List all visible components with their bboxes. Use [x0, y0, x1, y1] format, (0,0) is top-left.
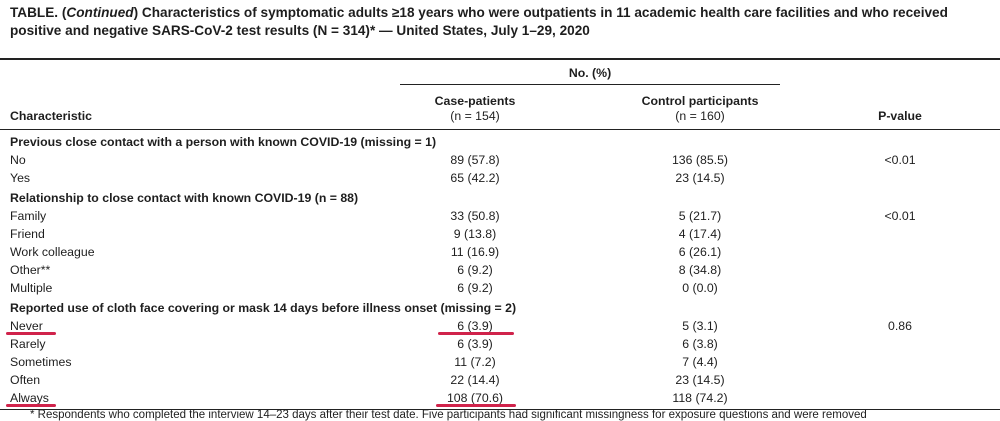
table-row: No 89 (57.8) 136 (85.5) <0.01: [0, 153, 1000, 171]
highlight-underline-always-label: [6, 404, 56, 407]
row-label: Multiple: [10, 281, 53, 295]
characteristic-header: Characteristic: [10, 109, 93, 123]
table-row: Rarely 6 (3.9) 6 (3.8): [0, 337, 1000, 355]
control-value: 23 (14.5): [675, 171, 725, 185]
header-rule: [0, 129, 1000, 130]
control-value: 23 (14.5): [675, 373, 725, 387]
table-row: Family 33 (50.8) 5 (21.7) <0.01: [0, 209, 1000, 227]
section-title: Previous close contact with a person wit…: [10, 135, 437, 149]
control-header: Control participants (n = 160): [641, 94, 759, 123]
highlight-underline-always-value: [436, 404, 516, 407]
table-title: TABLE. (Continued) Characteristics of sy…: [10, 5, 948, 38]
row-label: Work colleague: [10, 245, 95, 259]
pvalue-header: P-value: [878, 109, 922, 123]
section-title: Relationship to close contact with known…: [10, 191, 359, 205]
case-value: 11 (16.9): [450, 245, 500, 259]
table-row: Friend 9 (13.8) 4 (17.4): [0, 227, 1000, 245]
control-value: 7 (4.4): [682, 355, 718, 369]
table-row: Never 6 (3.9) 5 (3.1) 0.86: [0, 319, 1000, 337]
row-label: Often: [10, 373, 41, 387]
control-value: 5 (21.7): [678, 209, 722, 223]
table-row: Other** 6 (9.2) 8 (34.8): [0, 263, 1000, 281]
control-value: 136 (85.5): [671, 153, 729, 167]
control-value: 4 (17.4): [678, 227, 722, 241]
control-value: 6 (3.8): [682, 337, 718, 351]
case-header: Case-patients (n = 154): [434, 94, 516, 123]
table-row: Multiple 6 (9.2) 0 (0.0): [0, 281, 1000, 299]
row-label: Sometimes: [10, 355, 72, 369]
top-rule: [0, 58, 1000, 60]
p-value: 0.86: [888, 319, 912, 333]
case-value: 108 (70.6): [446, 391, 504, 405]
bottom-rule: [0, 409, 1000, 410]
row-label: Other**: [10, 263, 51, 277]
row-label: Yes: [10, 171, 31, 185]
table-row: Often 22 (14.4) 23 (14.5): [0, 373, 1000, 391]
footnote: * Respondents who completed the intervie…: [30, 409, 867, 421]
case-value: 11 (7.2): [454, 355, 496, 369]
control-value: 8 (34.8): [678, 263, 722, 277]
table-row: Yes 65 (42.2) 23 (14.5): [0, 171, 1000, 189]
case-value: 6 (9.2): [457, 263, 493, 277]
case-value: 6 (3.9): [457, 319, 493, 333]
control-value: 118 (74.2): [672, 391, 728, 405]
row-label: Always: [10, 391, 49, 405]
case-value: 33 (50.8): [450, 209, 500, 223]
section-title: Reported use of cloth face covering or m…: [10, 301, 517, 315]
no-pct-header: No. (%): [568, 66, 612, 80]
control-value: 5 (3.1): [682, 319, 718, 333]
table-row: Always 108 (70.6) 118 (74.2): [0, 391, 1000, 409]
row-label: Friend: [10, 227, 45, 241]
no-pct-rule: [400, 84, 780, 85]
row-label: Family: [10, 209, 47, 223]
case-value: 9 (13.8): [453, 227, 497, 241]
case-value: 65 (42.2): [450, 171, 500, 185]
case-value: 6 (9.2): [457, 281, 493, 295]
control-value: 6 (26.1): [678, 245, 722, 259]
case-value: 89 (57.8): [450, 153, 500, 167]
highlight-underline-never-label: [6, 332, 56, 335]
control-value: 0 (0.0): [682, 281, 718, 295]
p-value: <0.01: [884, 153, 916, 167]
table-row: Work colleague 11 (16.9) 6 (26.1): [0, 245, 1000, 263]
table-row: Sometimes 11 (7.2) 7 (4.4): [0, 355, 1000, 373]
p-value: <0.01: [884, 209, 916, 223]
row-label: No: [10, 153, 26, 167]
row-label: Rarely: [10, 337, 46, 351]
case-value: 22 (14.4): [450, 373, 500, 387]
row-label: Never: [10, 319, 43, 333]
table-title-line2: positive and negative SARS-CoV-2 test re…: [10, 23, 590, 38]
case-value: 6 (3.9): [457, 337, 493, 351]
highlight-underline-never-value: [438, 332, 514, 335]
